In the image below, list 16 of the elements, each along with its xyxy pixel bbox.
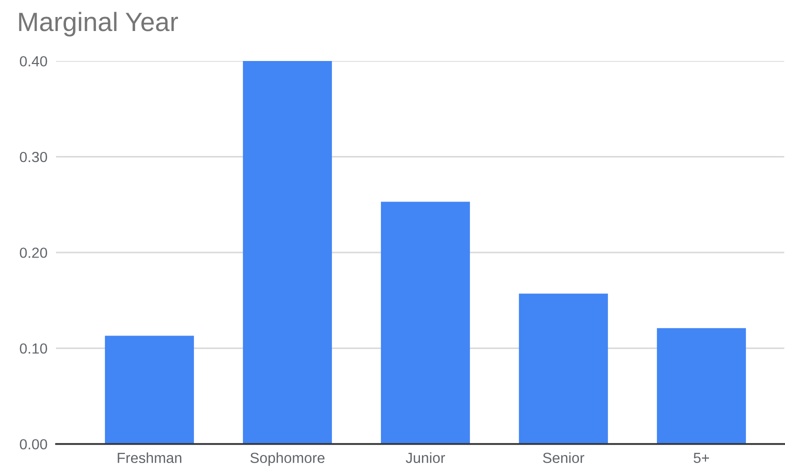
- y-tick-label: 0.30: [20, 152, 48, 162]
- x-tick-label: 5+: [694, 452, 710, 464]
- y-tick-label: 0.10: [20, 343, 48, 354]
- y-tick-label: 0.20: [20, 248, 48, 258]
- x-tick-label: Freshman: [118, 452, 182, 464]
- bar: [104, 336, 194, 444]
- bar: [656, 328, 746, 444]
- y-tick-label: 0.40: [20, 56, 48, 66]
- bar: [242, 61, 332, 444]
- x-tick-label: Junior: [406, 452, 446, 464]
- y-tick-label: 0.00: [20, 439, 48, 450]
- x-tick-label: Senior: [543, 452, 584, 464]
- bar: [380, 202, 470, 444]
- x-tick-label: Sophomore: [250, 452, 324, 466]
- chart-title: Marginal Year: [19, 12, 178, 36]
- bar: [518, 294, 608, 444]
